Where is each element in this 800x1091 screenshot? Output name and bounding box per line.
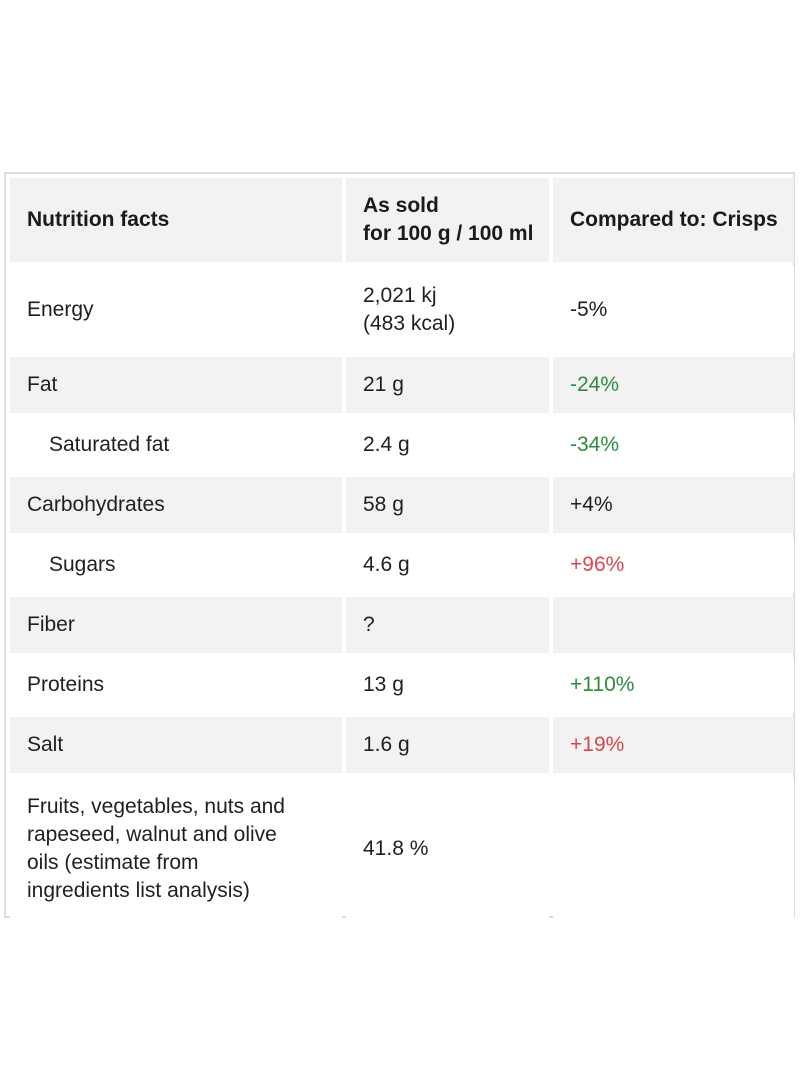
nutrient-name: Energy <box>10 266 342 353</box>
header-nutrition-facts: Nutrition facts <box>10 178 342 262</box>
table-row-fruits-vegetables: Fruits, vegetables, nuts and rapeseed, w… <box>10 777 794 921</box>
table-row-saturated-fat: Saturated fat 2.4 g -34% <box>10 417 794 473</box>
table-row-salt: Salt 1.6 g +19% <box>10 717 794 773</box>
comparison-value: +4% <box>553 477 794 533</box>
fruits-label-line4: ingredients list analysis) <box>27 879 250 902</box>
nutrient-value: 4.6 g <box>346 537 549 593</box>
comparison-value: -5% <box>553 266 794 353</box>
nutrient-name: Fruits, vegetables, nuts and rapeseed, w… <box>10 777 342 921</box>
comparison-value: -34% <box>553 417 794 473</box>
table-row-fiber: Fiber ? <box>10 597 794 653</box>
comparison-value: +19% <box>553 717 794 773</box>
fruits-label-line1: Fruits, vegetables, nuts and <box>27 795 285 818</box>
table-row-fat: Fat 21 g -24% <box>10 357 794 413</box>
nutrient-value: 2.4 g <box>346 417 549 473</box>
nutrient-name: Fat <box>10 357 342 413</box>
nutrient-value: 21 g <box>346 357 549 413</box>
comparison-value: +96% <box>553 537 794 593</box>
table-row-sugars: Sugars 4.6 g +96% <box>10 537 794 593</box>
nutrient-name: Carbohydrates <box>10 477 342 533</box>
table-row-proteins: Proteins 13 g +110% <box>10 657 794 713</box>
table-header-row: Nutrition facts As sold for 100 g / 100 … <box>10 178 794 262</box>
nutrient-value: 41.8 % <box>346 777 549 921</box>
nutrient-name: Salt <box>10 717 342 773</box>
nutrient-value: 2,021 kj (483 kcal) <box>346 266 549 353</box>
header-as-sold-line1: As sold <box>363 194 439 217</box>
nutrient-name: Saturated fat <box>10 417 342 473</box>
header-as-sold: As sold for 100 g / 100 ml <box>346 178 549 262</box>
table-row-energy: Energy 2,021 kj (483 kcal) -5% <box>10 266 794 353</box>
header-compared-to: Compared to: Crisps <box>553 178 794 262</box>
nutrient-value: 58 g <box>346 477 549 533</box>
nutrient-name: Fiber <box>10 597 342 653</box>
comparison-value <box>553 777 794 921</box>
nutrient-name: Sugars <box>10 537 342 593</box>
comparison-value: +110% <box>553 657 794 713</box>
nutrition-table-container: Nutrition facts As sold for 100 g / 100 … <box>4 172 795 921</box>
energy-kj: 2,021 kj <box>363 283 437 307</box>
nutrition-facts-table: Nutrition facts As sold for 100 g / 100 … <box>6 174 798 925</box>
nutrient-value: 13 g <box>346 657 549 713</box>
header-as-sold-line2: for 100 g / 100 ml <box>363 222 534 245</box>
fruits-label-line3: oils (estimate from <box>27 851 199 874</box>
energy-kcal: (483 kcal) <box>363 311 456 335</box>
nutrient-value: ? <box>346 597 549 653</box>
fruits-label-line2: rapeseed, walnut and olive <box>27 823 277 846</box>
comparison-value: -24% <box>553 357 794 413</box>
comparison-value <box>553 597 794 653</box>
nutrient-name: Proteins <box>10 657 342 713</box>
table-row-carbohydrates: Carbohydrates 58 g +4% <box>10 477 794 533</box>
nutrient-value: 1.6 g <box>346 717 549 773</box>
